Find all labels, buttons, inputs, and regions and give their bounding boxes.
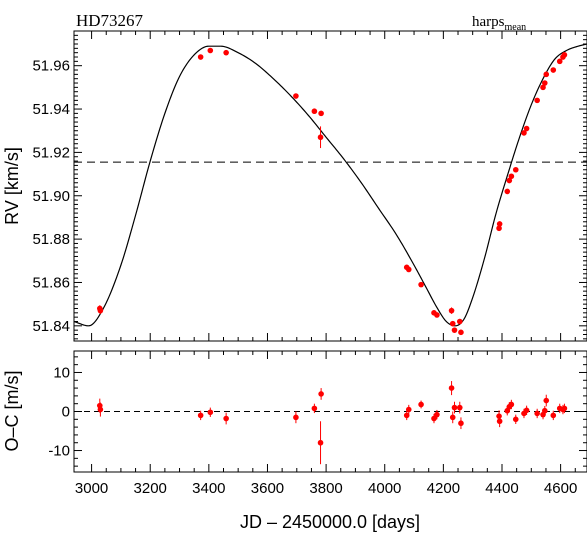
x-tick-label: 3000 (75, 480, 108, 497)
instrument-subscript: mean (505, 22, 527, 33)
x-tick-label: 3800 (309, 480, 342, 497)
residual-y-tick-label: -10 (48, 443, 70, 460)
residual-point (543, 397, 550, 404)
rv-axes: 51.84 51.86 51.88 51.90 51.92 51.94 51.96 (32, 31, 587, 341)
residual-point (541, 407, 548, 414)
x-tick-label: 3600 (251, 480, 284, 497)
rv-y-tick-label: 51.90 (32, 188, 70, 205)
rv-point (434, 312, 440, 318)
rv-point (534, 97, 540, 104)
residual-y-tick-label: 10 (53, 364, 70, 381)
x-axis-label: JD – 2450000.0 [days] (240, 512, 420, 532)
rv-point (508, 173, 515, 180)
residual-data-points (96, 381, 568, 465)
residual-point (496, 413, 502, 419)
residual-point (97, 406, 104, 413)
rv-point (97, 307, 104, 314)
rv-point (556, 58, 563, 65)
residual-plot-frame (73, 350, 587, 473)
residual-point (293, 414, 299, 421)
residual-point (431, 415, 437, 422)
rv-point (451, 327, 458, 333)
rv-point (496, 225, 502, 232)
rv-point (540, 84, 546, 91)
rv-y-tick-label: 51.96 (32, 58, 70, 75)
star-label: HD73267 (76, 11, 144, 30)
keplerian-model-curve (73, 43, 587, 327)
rv-point (561, 52, 568, 58)
residual-point (197, 412, 204, 419)
instrument-label: harpsmean (472, 14, 526, 33)
residual-point (449, 414, 456, 421)
residual-point (223, 415, 229, 422)
residual-point (458, 420, 464, 427)
x-tick-label: 3200 (134, 480, 167, 497)
residual-point (451, 404, 458, 411)
residual-point (456, 404, 463, 411)
rv-point (317, 134, 324, 141)
residual-point (317, 439, 324, 446)
residual-axes: -10 0 10 (48, 351, 587, 472)
rv-point (318, 110, 324, 117)
rv-point (512, 166, 519, 173)
rv-panel: 51.84 51.86 51.88 51.90 51.92 51.94 51.96 RV [… (2, 30, 587, 342)
rv-point (496, 221, 503, 227)
rv-point (456, 318, 463, 325)
residual-point (448, 385, 455, 391)
rv-y-tick-label: 51.84 (32, 318, 70, 335)
residual-point (418, 401, 424, 408)
residual-point (561, 405, 568, 412)
residual-point (550, 412, 557, 419)
residual-point (207, 409, 214, 416)
rv-data-points (96, 47, 568, 336)
rv-point (293, 93, 299, 99)
rv-point (223, 49, 229, 56)
rv-point (523, 125, 530, 132)
rv-point (449, 320, 456, 327)
residual-point (434, 411, 440, 418)
instrument-name: harps (472, 14, 505, 30)
residual-point (534, 410, 540, 417)
rv-y-tick-label: 51.94 (32, 101, 70, 118)
x-tick-labels: 3000 3200 3400 3600 3800 4000 4200 4400 4600 (75, 480, 577, 497)
rv-point (458, 329, 464, 336)
rv-y-tick-label: 51.92 (32, 144, 70, 161)
x-tick-label: 4400 (485, 480, 518, 497)
rv-point (543, 71, 550, 78)
rv-y-axis-label: RV [km/s] (2, 147, 22, 225)
rv-point (418, 281, 424, 288)
rv-point (506, 177, 513, 184)
rv-point (504, 188, 511, 195)
rv-point (197, 54, 204, 60)
rv-y-tick-label: 51.86 (32, 274, 70, 291)
x-tick-label: 3400 (192, 480, 225, 497)
residual-y-tick-label: 0 (62, 404, 70, 421)
x-tick-label: 4200 (427, 480, 460, 497)
rv-point (521, 130, 527, 136)
residual-y-axis-label: O–C [m/s] (2, 370, 22, 451)
residual-point (311, 405, 318, 412)
rv-point (207, 47, 214, 54)
rv-point (550, 67, 557, 73)
rv-point (448, 307, 455, 314)
rv-y-tick-label: 51.88 (32, 231, 70, 248)
x-tick-label: 4600 (544, 480, 577, 497)
residual-panel: -10 0 10 O–C [m/s] (2, 350, 587, 473)
rv-plot-frame (73, 30, 587, 342)
residual-point (496, 418, 503, 425)
residual-point (405, 406, 412, 413)
residual-point (403, 412, 410, 419)
residual-point (512, 416, 519, 423)
rv-point (311, 108, 318, 115)
residual-point (523, 407, 530, 414)
residual-point (508, 401, 515, 408)
x-tick-label: 4000 (368, 480, 401, 497)
rv-point (405, 266, 412, 273)
residual-point (318, 391, 324, 397)
rv-point (541, 80, 548, 86)
